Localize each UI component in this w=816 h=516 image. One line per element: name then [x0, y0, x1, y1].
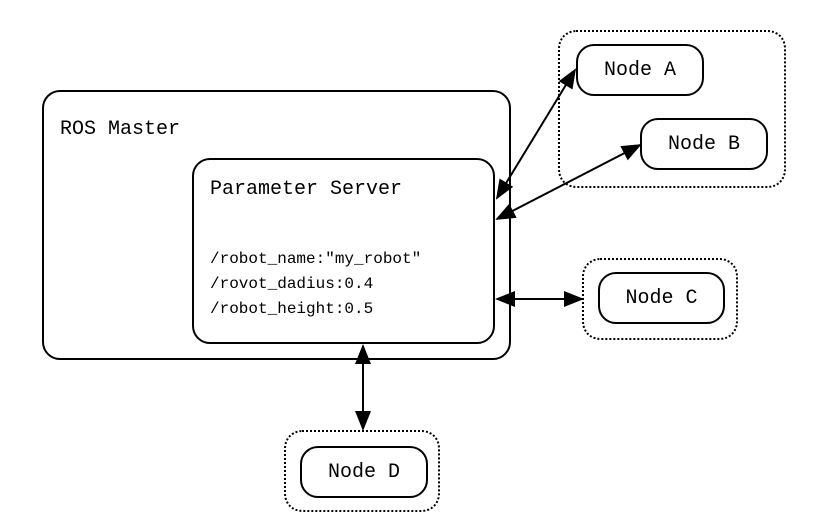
node-a-label: Node A	[604, 59, 676, 82]
node-c-box: Node C	[598, 272, 725, 324]
node-b-box: Node B	[640, 118, 768, 170]
node-b-label: Node B	[668, 133, 740, 156]
node-c-label: Node C	[625, 287, 697, 310]
param-list: /robot_name:"my_robot" /rovot_dadius:0.4…	[210, 247, 421, 322]
node-d-box: Node D	[300, 446, 428, 498]
node-a-box: Node A	[576, 44, 704, 96]
param-server-label: Parameter Server	[210, 178, 402, 201]
ros-master-label: ROS Master	[60, 118, 180, 141]
param-line: /robot_name:"my_robot"	[210, 247, 421, 272]
node-d-label: Node D	[328, 461, 400, 484]
param-line: /rovot_dadius:0.4	[210, 272, 421, 297]
param-line: /robot_height:0.5	[210, 297, 421, 322]
